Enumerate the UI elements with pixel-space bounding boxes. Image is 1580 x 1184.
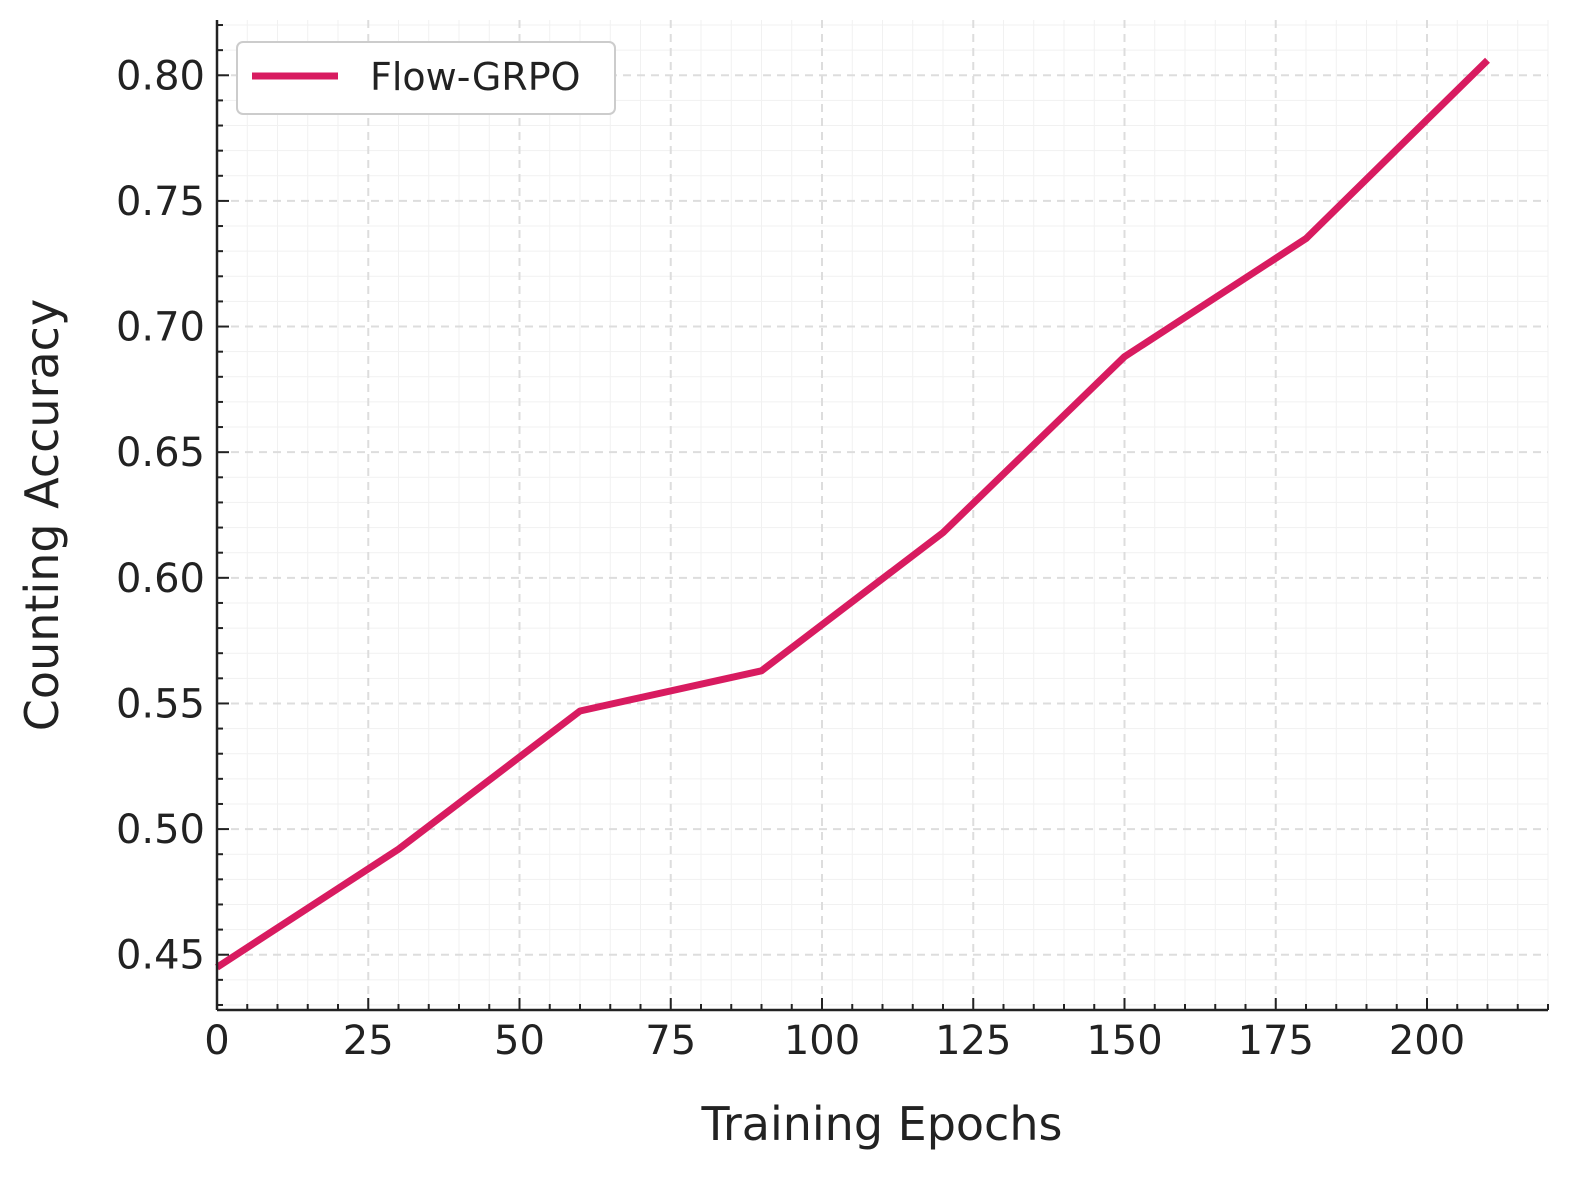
y-tick-label: 0.70 xyxy=(116,305,205,351)
x-axis-label: Training Epochs xyxy=(701,1097,1063,1151)
x-tick-label: 175 xyxy=(1238,1018,1314,1064)
x-tick-label: 100 xyxy=(784,1018,860,1064)
x-tick-label: 200 xyxy=(1389,1018,1465,1064)
y-tick-label: 0.50 xyxy=(116,807,205,853)
x-tick-label: 125 xyxy=(935,1018,1011,1064)
y-tick-label: 0.65 xyxy=(116,430,205,476)
x-tick-label: 50 xyxy=(494,1018,545,1064)
x-tick-label: 0 xyxy=(204,1018,229,1064)
legend: Flow-GRPO xyxy=(237,42,615,114)
minor-gridlines xyxy=(217,20,1548,1010)
y-axis-ticks: 0.45 0.50 0.55 0.60 0.65 0.70 0.75 0.80 xyxy=(116,25,229,1005)
y-tick-label: 0.75 xyxy=(116,179,205,225)
x-tick-label: 150 xyxy=(1086,1018,1162,1064)
y-tick-label: 0.45 xyxy=(116,933,205,979)
x-tick-label: 25 xyxy=(343,1018,394,1064)
x-axis-ticks: 0 25 50 75 100 125 150 175 200 xyxy=(204,998,1548,1064)
y-tick-label: 0.60 xyxy=(116,556,205,602)
x-tick-label: 75 xyxy=(645,1018,696,1064)
y-axis-label: Counting Accuracy xyxy=(15,299,69,731)
y-tick-label: 0.80 xyxy=(116,53,205,99)
y-tick-label: 0.55 xyxy=(116,681,205,727)
legend-label-flow-grpo: Flow-GRPO xyxy=(370,55,581,99)
